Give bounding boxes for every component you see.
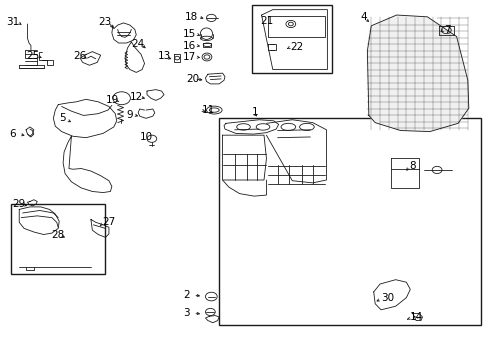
Text: 21: 21 — [260, 17, 273, 27]
Text: 27: 27 — [102, 217, 115, 227]
Text: 15: 15 — [183, 29, 196, 39]
Text: 26: 26 — [73, 51, 86, 61]
Text: 17: 17 — [183, 52, 196, 62]
Text: 24: 24 — [131, 40, 144, 49]
Text: 1: 1 — [251, 107, 258, 117]
Text: 18: 18 — [184, 12, 198, 22]
Text: 4: 4 — [360, 12, 366, 22]
Text: 28: 28 — [51, 230, 64, 239]
Text: 20: 20 — [185, 74, 199, 84]
Text: 30: 30 — [380, 293, 393, 303]
Text: 7: 7 — [444, 25, 450, 35]
Text: 29: 29 — [12, 199, 25, 210]
Text: 31: 31 — [6, 17, 20, 27]
Text: 12: 12 — [130, 92, 143, 102]
Bar — [251, 5, 331, 73]
Text: 9: 9 — [126, 110, 132, 120]
Text: 5: 5 — [59, 113, 66, 123]
Text: 19: 19 — [105, 95, 119, 105]
Text: 25: 25 — [26, 51, 40, 61]
Text: 6: 6 — [9, 129, 16, 139]
Polygon shape — [366, 15, 468, 132]
Text: 13: 13 — [158, 51, 171, 61]
Bar — [219, 118, 480, 325]
Text: 10: 10 — [140, 132, 153, 142]
Text: 3: 3 — [183, 308, 189, 318]
Text: 23: 23 — [98, 17, 111, 27]
Text: 8: 8 — [408, 161, 415, 171]
Text: 16: 16 — [183, 41, 196, 50]
Bar — [11, 204, 104, 274]
Text: 14: 14 — [409, 312, 423, 322]
Text: 11: 11 — [201, 105, 214, 115]
Text: 22: 22 — [289, 42, 303, 52]
Text: 2: 2 — [183, 290, 189, 300]
